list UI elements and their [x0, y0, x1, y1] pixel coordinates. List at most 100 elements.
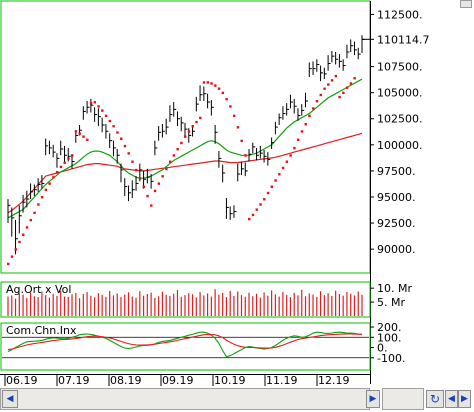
sar-point	[285, 160, 289, 163]
sar-point	[184, 135, 187, 138]
scroll-right-button[interactable]: ▶	[366, 390, 380, 408]
sar-point	[89, 102, 93, 105]
indicator-line	[7, 331, 363, 358]
sar-point	[296, 138, 300, 142]
sar-point	[180, 141, 183, 145]
sar-point	[14, 248, 17, 251]
sar-point	[349, 82, 353, 85]
sar-point	[157, 182, 161, 185]
sar-point	[244, 154, 247, 157]
sar-point	[229, 105, 232, 108]
y-axis-tick-label: 105000.	[377, 87, 423, 100]
sar-point	[119, 137, 123, 140]
sar-point	[217, 87, 221, 90]
indicator-layer	[2, 331, 369, 359]
x-axis-tick-label: 12.19	[318, 374, 350, 387]
sar-point	[150, 204, 153, 207]
pan-right-button[interactable]: ▶	[458, 390, 471, 408]
sar-point	[236, 126, 240, 129]
y-axis-tick-label: 112500.	[377, 8, 423, 21]
sar-point	[142, 185, 145, 188]
sar-point	[225, 97, 228, 101]
sar-point	[248, 217, 251, 221]
sar-point	[353, 77, 356, 80]
sar-point	[78, 132, 81, 135]
sar-point	[63, 161, 66, 164]
sar-point	[187, 130, 191, 133]
sar-point	[263, 198, 266, 201]
sar-point	[153, 189, 157, 193]
sar-point	[342, 91, 345, 95]
sar-point	[221, 91, 225, 95]
indicator-axis-tick-label: -100.	[377, 352, 405, 365]
indicator-axis-tick-label: 100.	[377, 331, 402, 344]
sar-point	[33, 211, 36, 215]
indicator-panel-title: Com.Chn.Inx	[6, 324, 77, 337]
sar-point	[304, 122, 307, 126]
x-axis-tick-label: 07.19	[58, 374, 90, 387]
sar-point	[315, 100, 319, 103]
sar-point	[29, 218, 32, 222]
sar-point	[48, 182, 51, 185]
sar-point	[112, 125, 115, 128]
sar-point	[270, 185, 274, 188]
sar-point	[22, 233, 25, 236]
x-axis-tick-label: 09.19	[162, 374, 194, 387]
last-value-label: 110114.7	[377, 33, 430, 46]
indicator-line	[7, 333, 363, 351]
volume-axis-tick-label: 5. Mr	[377, 296, 405, 309]
sar-point	[289, 154, 292, 157]
sar-point	[327, 83, 330, 86]
right-axis-panel	[370, 1, 470, 385]
sar-point	[338, 95, 341, 99]
sar-point	[240, 139, 243, 143]
price-layer	[7, 35, 365, 266]
sar-point	[71, 154, 74, 157]
y-axis-tick-label: 102500.	[377, 113, 423, 126]
sar-point	[44, 188, 48, 192]
sar-point	[274, 179, 277, 182]
sar-point	[293, 146, 296, 150]
sar-point	[191, 125, 194, 128]
sar-point	[334, 74, 338, 78]
indicator-axis-tick-label: 200.	[377, 321, 402, 334]
horizontal-scrollbar[interactable]	[0, 388, 370, 410]
sar-point	[323, 87, 326, 90]
sar-point	[67, 157, 70, 160]
sar-point	[18, 240, 21, 244]
sar-point	[116, 131, 119, 134]
pan-left-button[interactable]: ◀	[445, 390, 458, 408]
indicator-axis-tick-label: 0.	[377, 342, 388, 355]
sar-point	[195, 120, 198, 124]
y-axis-tick-label: 97500.	[377, 165, 416, 178]
sar-point	[210, 82, 213, 85]
axis-layer: 112500. 107500. 105000. 102500. 100000. 97500…	[4, 8, 430, 387]
refresh-icon[interactable]: ↻	[426, 390, 444, 408]
sar-point	[168, 160, 172, 163]
sar-point	[108, 119, 112, 123]
sar-point	[259, 203, 262, 206]
sar-point	[127, 152, 130, 155]
sar-point	[206, 81, 209, 84]
sar-point	[7, 262, 10, 266]
moving-average-line	[7, 78, 363, 219]
sar-point	[86, 138, 89, 142]
x-axis-tick-label: 10.19	[214, 374, 246, 387]
window-corner-button[interactable]	[460, 0, 472, 8]
x-axis-tick-label: 06.19	[6, 374, 38, 387]
sar-point	[251, 213, 255, 217]
sar-point	[281, 166, 285, 170]
y-axis-tick-label: 95000.	[377, 191, 416, 204]
scroll-left-button[interactable]: ◀	[2, 390, 18, 408]
sar-point	[25, 226, 29, 229]
y-axis-tick-label: 107500.	[377, 61, 423, 74]
sar-point	[319, 93, 322, 97]
sar-point	[59, 165, 63, 169]
sar-point	[138, 177, 142, 180]
sar-point	[74, 130, 78, 133]
x-axis-tick-label: 11.19	[266, 374, 298, 387]
sar-point	[255, 208, 258, 211]
sar-point	[104, 114, 108, 118]
sar-point	[161, 175, 164, 178]
